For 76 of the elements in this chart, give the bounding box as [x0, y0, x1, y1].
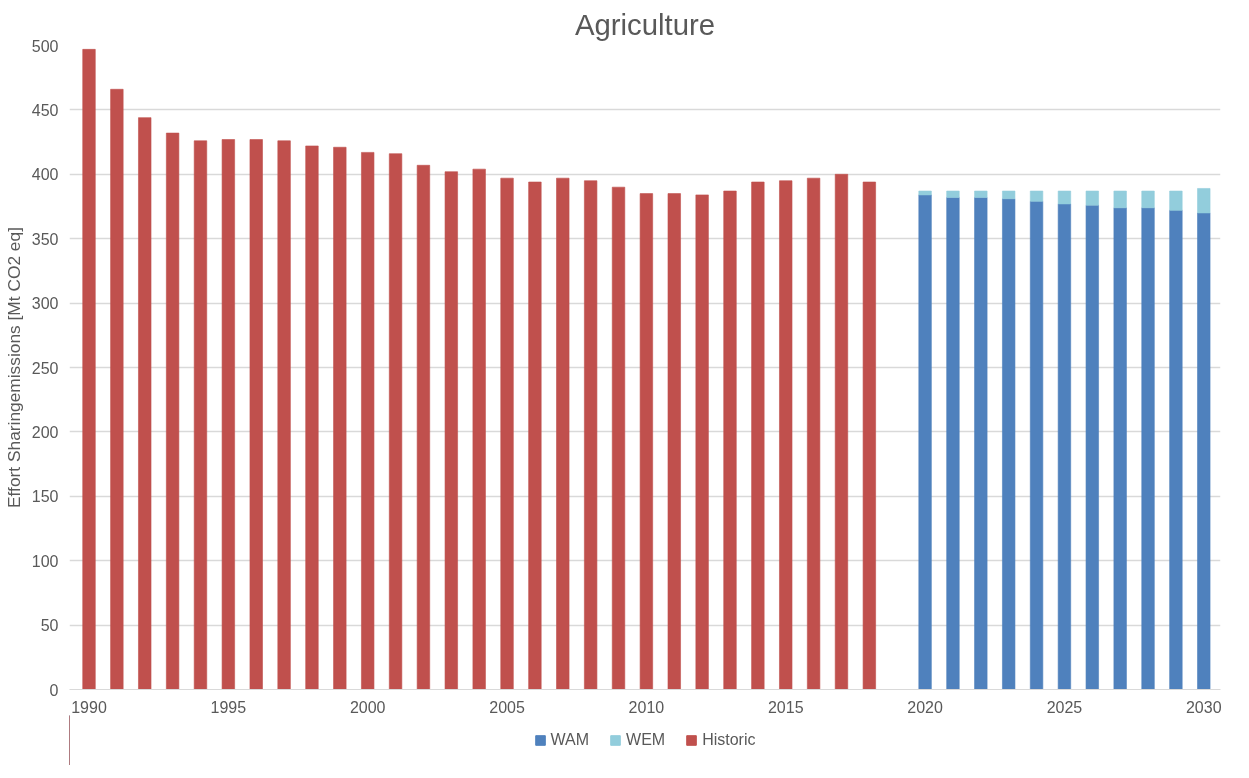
- y-tick-label: 150: [31, 488, 59, 506]
- bar: [472, 168, 486, 690]
- bar: [221, 139, 236, 690]
- bar: [444, 171, 459, 690]
- bar: [110, 88, 124, 690]
- y-tick-label: 50: [40, 617, 59, 635]
- x-tick-label: 2015: [767, 698, 804, 716]
- x-tick-label: 2025: [1046, 698, 1083, 716]
- bar: [806, 177, 821, 690]
- bar: [500, 177, 514, 690]
- bar: [862, 181, 877, 690]
- y-tick-label: 0: [49, 681, 59, 699]
- x-tick-label: 1990: [71, 698, 107, 716]
- bar: [556, 177, 570, 690]
- bar: [1169, 190, 1183, 211]
- y-tick-label: 200: [31, 423, 59, 441]
- legend-label: Historic: [702, 731, 756, 749]
- y-tick-label: 300: [31, 295, 59, 313]
- bar: [583, 180, 598, 690]
- bar: [305, 145, 319, 690]
- bar: [723, 190, 737, 690]
- y-tick-label: 400: [31, 166, 59, 184]
- bar: [1001, 198, 1016, 690]
- bar: [1197, 212, 1211, 690]
- bar: [1085, 190, 1100, 206]
- bar: [778, 180, 793, 690]
- legend-label: WAM: [550, 731, 590, 749]
- y-axis-title: Effort Sharingemissions [Mt CO2 eq]: [3, 227, 24, 508]
- y-tick-label: 450: [31, 101, 59, 119]
- bar: [1113, 207, 1127, 690]
- y-tick-label: 500: [31, 37, 59, 55]
- bar: [388, 153, 403, 690]
- bar: [918, 190, 932, 196]
- bar: [277, 140, 291, 690]
- bar: [611, 186, 626, 690]
- x-tick-label: 2000: [349, 698, 386, 716]
- bar: [1197, 187, 1211, 214]
- bar: [946, 196, 960, 690]
- bar: [82, 48, 96, 690]
- y-tick-label: 100: [31, 552, 59, 570]
- bar: [1029, 190, 1044, 202]
- x-tick-label: 1995: [210, 698, 247, 716]
- bar: [1057, 190, 1072, 205]
- bar: [1029, 200, 1044, 690]
- legend-label: WEM: [626, 731, 666, 749]
- bar: [974, 196, 988, 690]
- bar: [137, 117, 152, 690]
- bar: [1001, 190, 1016, 200]
- bar: [834, 173, 849, 690]
- bar: [1085, 204, 1100, 690]
- y-tick-label: 350: [31, 230, 59, 248]
- bar: [639, 193, 654, 690]
- bar: [1169, 209, 1183, 690]
- bar: [751, 181, 765, 690]
- bar: [360, 151, 375, 690]
- bar: [667, 193, 682, 690]
- bar: [416, 164, 431, 690]
- bar: [695, 194, 709, 690]
- bar: [193, 140, 208, 690]
- bar: [1057, 203, 1072, 690]
- bar: [333, 146, 347, 690]
- bar: [946, 190, 960, 198]
- x-tick-label: 2030: [1185, 698, 1222, 716]
- bar: [918, 194, 932, 690]
- bar: [1113, 190, 1127, 209]
- bar: [974, 190, 988, 198]
- bar: [165, 132, 180, 690]
- bar: [1141, 207, 1155, 690]
- x-tick-label: 2010: [628, 698, 665, 716]
- y-tick-label: 250: [31, 359, 59, 377]
- x-tick-label: 2005: [489, 698, 525, 716]
- bar: [1141, 190, 1155, 209]
- bar: [249, 139, 263, 690]
- chart-title: Agriculture: [574, 7, 716, 41]
- bar: [528, 181, 542, 690]
- x-tick-label: 2020: [907, 698, 943, 716]
